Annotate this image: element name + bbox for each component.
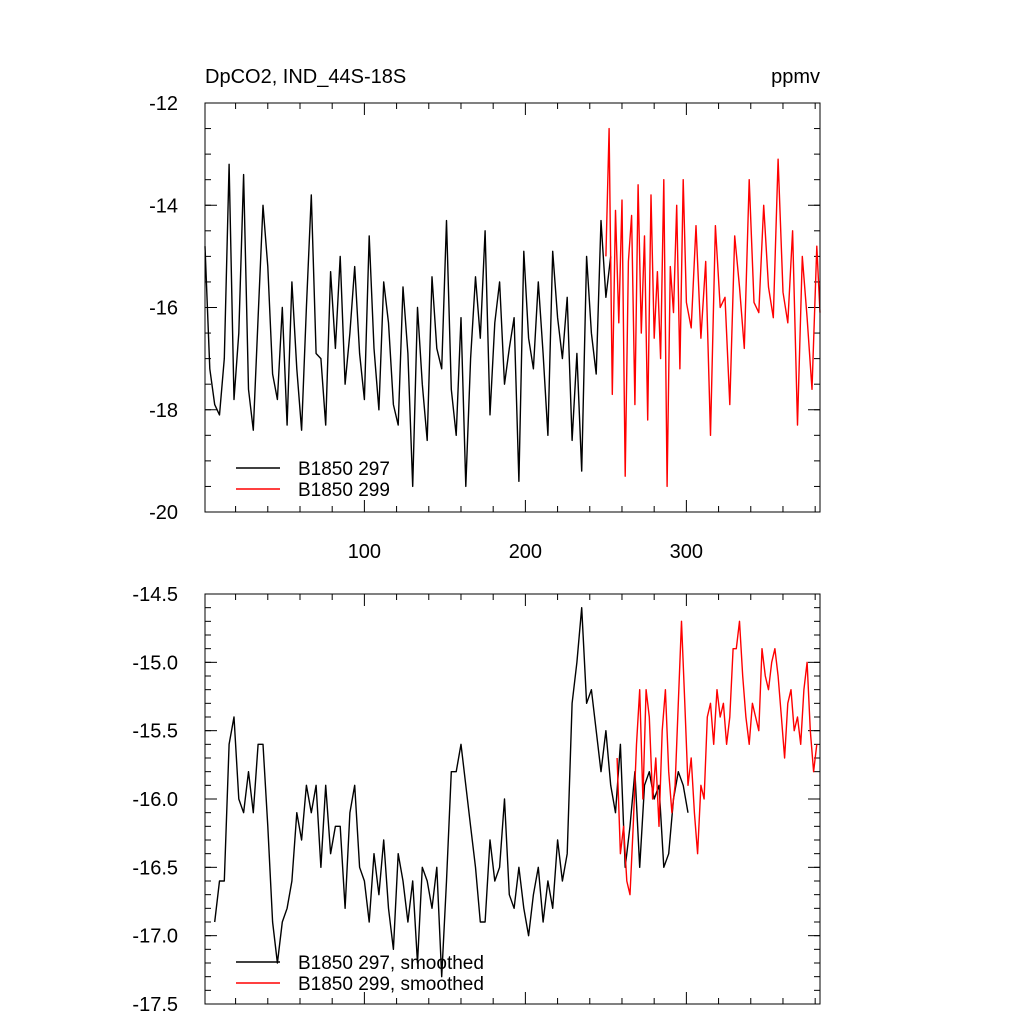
y-tick-label: -17.5 xyxy=(132,994,178,1016)
bottom-panel: -17.5 -17.0 -16.5 -16.0 -15.5 -15.0 -14.5 B185… xyxy=(132,584,821,1016)
top-panel-ticks: -20 -18 -16 -14 -12 100 200 300 xyxy=(149,93,820,563)
y-tick-label: -16.0 xyxy=(132,789,178,811)
legend-label: B1850 299, smoothed xyxy=(298,974,484,995)
y-tick-label: -15.5 xyxy=(132,721,178,743)
series-line-2 xyxy=(605,127,821,488)
series-line-1 xyxy=(204,163,612,488)
top-panel-title: DpCO2, IND_44S-18S xyxy=(205,66,406,88)
y-tick-label: -14.5 xyxy=(132,584,178,606)
y-tick-label: -14 xyxy=(149,195,178,217)
top-panel-frame xyxy=(204,102,821,513)
y-tick-label: -20 xyxy=(149,502,178,524)
top-panel: DpCO2, IND_44S-18S ppmv -20 -18 -16 -14 -12 1… xyxy=(149,66,821,563)
bottom-panel-series xyxy=(214,607,818,978)
bottom-panel-ticks: -17.5 -17.0 -16.5 -16.0 -15.5 -15.0 -14.5 xyxy=(132,584,820,1016)
y-tick-label: -18 xyxy=(149,400,178,422)
bottom-panel-frame xyxy=(204,593,821,1005)
top-panel-units: ppmv xyxy=(771,66,820,88)
top-panel-series xyxy=(204,127,821,488)
legend-label: B1850 297, smoothed xyxy=(298,953,484,974)
series-line-2 xyxy=(616,620,818,896)
series-line-1 xyxy=(214,607,689,978)
x-tick-label: 300 xyxy=(670,541,703,563)
y-tick-label: -15.0 xyxy=(132,652,178,674)
x-tick-label: 200 xyxy=(509,541,542,563)
y-tick-label: -16 xyxy=(149,298,178,320)
y-tick-label: -17.0 xyxy=(132,926,178,948)
y-tick-label: -16.5 xyxy=(132,857,178,879)
legend-label: B1850 299 xyxy=(298,480,390,501)
y-tick-label: -12 xyxy=(149,93,178,115)
x-tick-label: 100 xyxy=(348,541,381,563)
legend-label: B1850 297 xyxy=(298,459,390,480)
